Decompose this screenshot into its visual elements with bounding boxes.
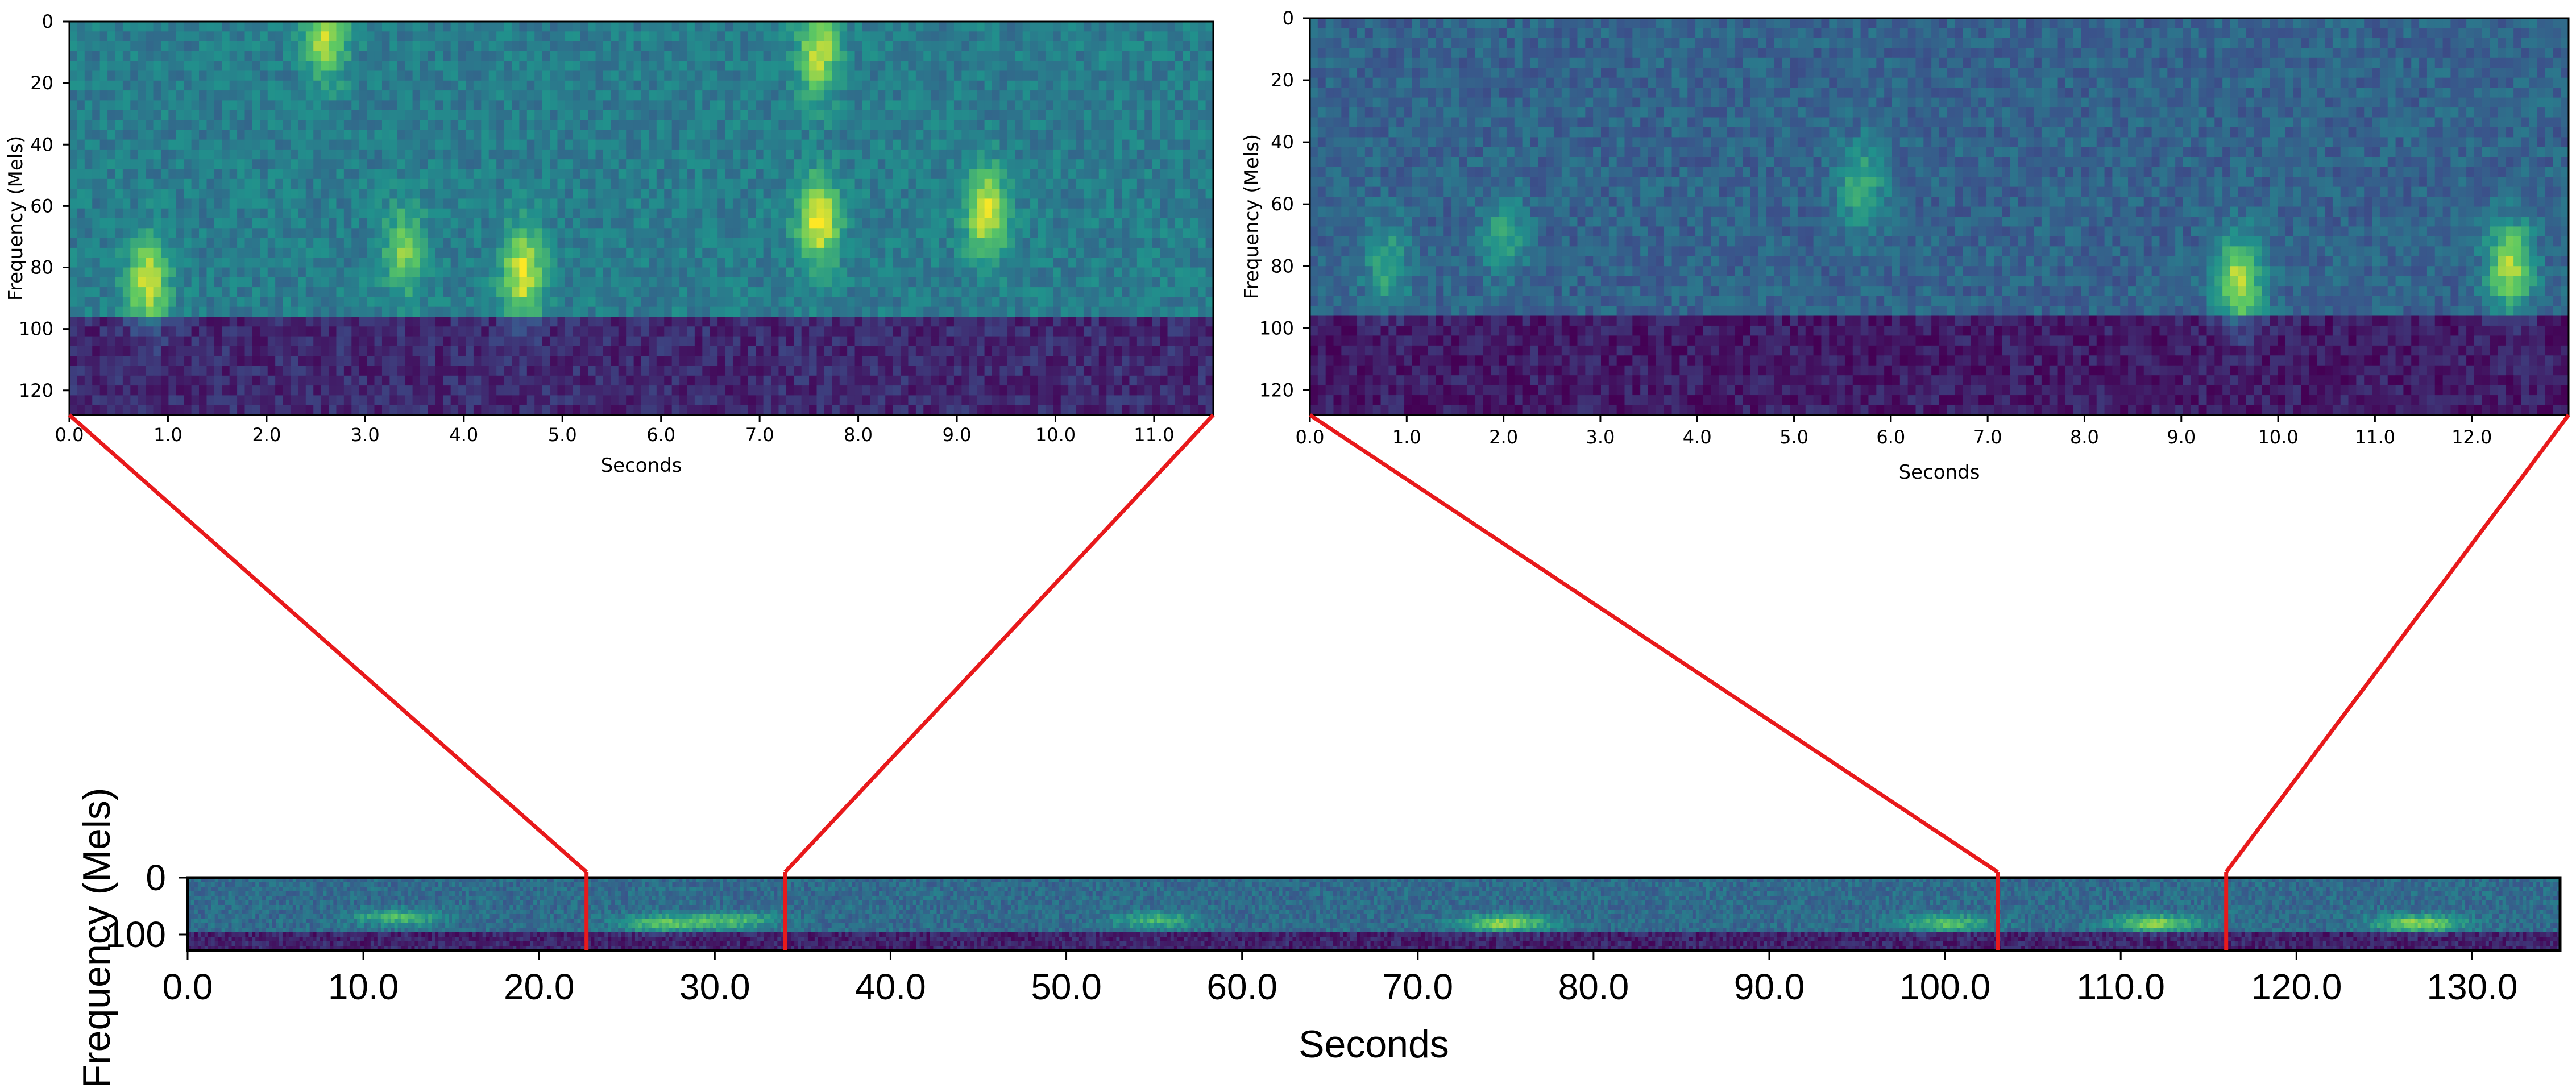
y-tick-label: 120 xyxy=(19,380,53,401)
y-tick-label: 20 xyxy=(1271,69,1294,91)
x-tick-label: 80.0 xyxy=(1558,966,1629,1007)
x-tick-label: 100.0 xyxy=(1899,966,1990,1007)
x-tick-label: 70.0 xyxy=(1382,966,1453,1007)
x-tick-label: 7.0 xyxy=(745,424,774,446)
x-tick-label: 9.0 xyxy=(2167,426,2196,448)
x-tick-label: 12.0 xyxy=(2451,426,2492,448)
x-tick-label: 110.0 xyxy=(2077,966,2165,1007)
x-tick-label: 8.0 xyxy=(2070,426,2099,448)
x-tick-label: 11.0 xyxy=(2355,426,2395,448)
x-axis-ticks-overview: 0.0 10.0 20.0 30.0 40.0 50.0 60.0 70.0 80.0 90.0 1… xyxy=(163,950,2518,1007)
x-axis-ticks-right: 0.0 1.0 2.0 3.0 4.0 5.0 6.0 7.0 8.0 9.0 10.0 11.0 12… xyxy=(1296,415,2492,448)
y-tick-label: 100 xyxy=(1259,317,1294,339)
y-tick-label: 60 xyxy=(30,195,53,217)
x-tick-label: 0.0 xyxy=(163,966,213,1007)
x-tick-label: 10.0 xyxy=(2258,426,2298,448)
spectrogram-image-overview xyxy=(186,876,2562,952)
x-tick-label: 2.0 xyxy=(1489,426,1518,448)
x-tick-label: 5.0 xyxy=(548,424,577,446)
x-tick-label: 1.0 xyxy=(1392,426,1421,448)
zoom-panel-right: 0 20 40 60 80 100 120 0.0 1.0 2.0 3.0 4.0 5.0 6.0 7.0… xyxy=(1241,7,2570,484)
zoom-connector-line xyxy=(2224,413,2570,874)
y-tick-label: 80 xyxy=(30,257,53,279)
x-axis-label-left: Seconds xyxy=(601,454,682,477)
y-tick-label: 100 xyxy=(19,318,53,340)
x-axis-label-right: Seconds xyxy=(1899,461,1980,484)
x-axis-label-overview: Seconds xyxy=(1299,1023,1449,1066)
x-tick-label: 4.0 xyxy=(449,424,478,446)
x-tick-label: 1.0 xyxy=(154,424,182,446)
spectrogram-image-left xyxy=(68,20,1214,416)
x-tick-label: 10.0 xyxy=(328,966,399,1007)
x-tick-label: 9.0 xyxy=(943,424,972,446)
x-tick-label: 3.0 xyxy=(1586,426,1615,448)
x-tick-label: 11.0 xyxy=(1134,424,1174,446)
x-tick-label: 90.0 xyxy=(1734,966,1805,1007)
y-tick-label: 80 xyxy=(1271,255,1294,277)
x-tick-label: 40.0 xyxy=(855,966,926,1007)
x-tick-label: 5.0 xyxy=(1779,426,1808,448)
zoom-connector-line xyxy=(1309,413,1999,874)
spectrogram-image-right xyxy=(1309,17,2570,416)
zoom-panel-left: 0 20 40 60 80 100 120 0.0 1.0 2.0 3.0 4.0 5.0 6.0 7.0… xyxy=(5,11,1214,477)
x-tick-label: 3.0 xyxy=(351,424,380,446)
y-tick-label: 40 xyxy=(1271,131,1294,153)
x-axis-ticks-left: 0.0 1.0 2.0 3.0 4.0 5.0 6.0 7.0 8.0 9.0 10.0 11.0 xyxy=(55,415,1175,446)
x-tick-label: 130.0 xyxy=(2426,966,2517,1007)
x-tick-label: 0.0 xyxy=(1296,426,1325,448)
y-axis-label-left: Frequency (Mels) xyxy=(5,136,27,301)
x-tick-label: 30.0 xyxy=(679,966,750,1007)
y-tick-label: 100 xyxy=(105,914,166,955)
x-tick-label: 2.0 xyxy=(252,424,281,446)
x-tick-label: 120.0 xyxy=(2251,966,2342,1007)
x-tick-label: 50.0 xyxy=(1031,966,1102,1007)
x-tick-label: 10.0 xyxy=(1035,424,1076,446)
y-tick-label: 0 xyxy=(146,857,166,898)
y-axis-ticks-left: 0 20 40 60 80 100 120 xyxy=(19,11,69,401)
y-axis-label-overview: Frequency (Mels) xyxy=(75,787,118,1088)
x-tick-label: 4.0 xyxy=(1683,426,1712,448)
y-tick-label: 20 xyxy=(30,72,53,94)
zoom-connector-line xyxy=(783,413,1215,874)
x-tick-label: 7.0 xyxy=(1973,426,2002,448)
x-tick-label: 6.0 xyxy=(646,424,675,446)
y-axis-label-right: Frequency (Mels) xyxy=(1241,134,1263,299)
x-tick-label: 8.0 xyxy=(844,424,873,446)
y-tick-label: 0 xyxy=(1283,7,1294,29)
x-tick-label: 20.0 xyxy=(504,966,575,1007)
x-tick-label: 6.0 xyxy=(1876,426,1905,448)
y-tick-label: 0 xyxy=(42,11,53,32)
y-tick-label: 40 xyxy=(30,134,53,155)
x-tick-label: 60.0 xyxy=(1206,966,1277,1007)
y-tick-label: 120 xyxy=(1259,379,1294,401)
y-tick-label: 60 xyxy=(1271,193,1294,215)
zoom-connector-line xyxy=(68,413,588,874)
zoom-connectors xyxy=(68,413,2570,950)
y-axis-ticks-right: 0 20 40 60 80 100 120 xyxy=(1259,7,1310,401)
x-tick-label: 0.0 xyxy=(55,424,84,446)
